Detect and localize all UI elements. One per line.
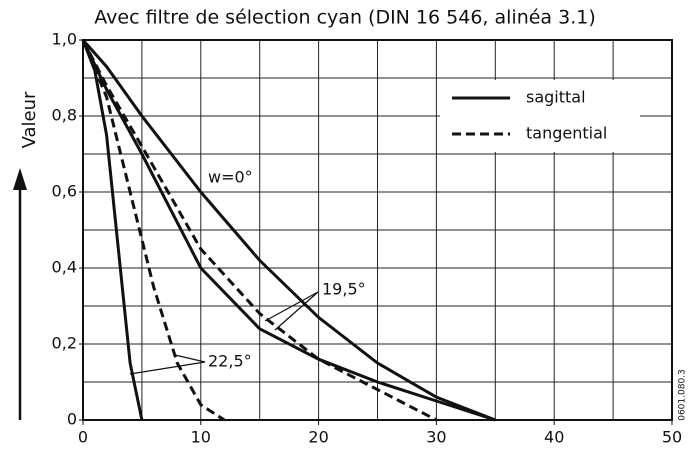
axis-arrowhead [13,168,27,190]
chart-title: Avec filtre de sélection cyan (DIN 16 54… [94,7,595,29]
y-axis-label: Valeur [19,91,40,148]
legend-box [440,80,640,152]
line-series [81,39,144,421]
x-tick-label: 20 [308,428,328,447]
line-series [81,39,438,422]
annotation: 22,5° [208,352,252,371]
plot-frame [82,39,673,421]
y-tick-label: 0,2 [52,334,77,353]
line-series [81,39,226,422]
y-tick-label: 0,8 [52,106,77,125]
annotation: w=0° [208,168,253,187]
y-tick-label: 1,0 [52,30,77,49]
legend-label: tangential [526,124,607,143]
y-tick-label: 0,6 [52,182,77,201]
x-tick-label: 40 [544,428,564,447]
x-tick-label: 30 [426,428,446,447]
x-tick-label: 10 [191,428,211,447]
legend-label: sagittal [526,88,586,107]
y-tick-label: 0 [67,410,77,429]
line-series [81,39,496,422]
y-tick-label: 0,4 [52,258,77,277]
code-label: 0601.080.3 [678,369,688,421]
annotation: 19,5° [322,280,366,299]
annotation-pointers [129,291,319,375]
line-series [81,39,496,422]
x-tick-label: 0 [78,428,88,447]
x-tick-label: 50 [662,428,682,447]
